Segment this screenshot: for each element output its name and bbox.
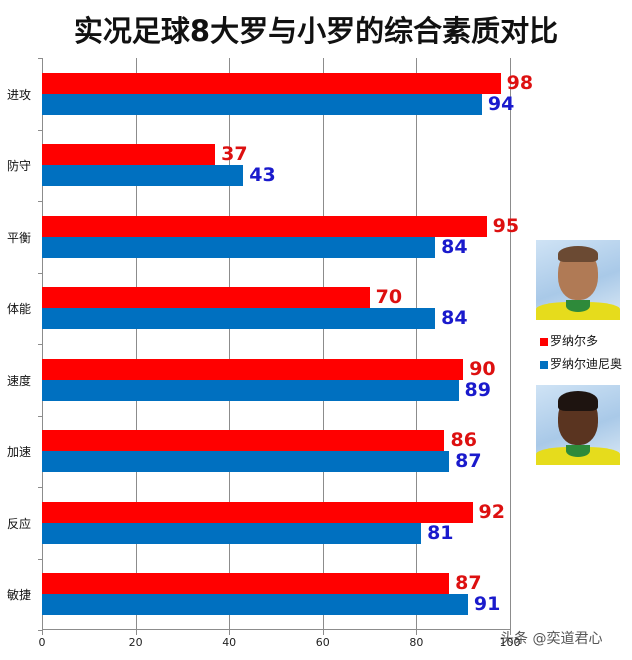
y-tick <box>38 201 42 202</box>
x-tick-label: 100 <box>499 636 521 649</box>
plot-area: 98 94 37 43 95 84 70 84 90 89 86 87 92 81 87 91 <box>38 58 533 635</box>
data-label: 87 <box>455 450 482 473</box>
bar-ronaldinho <box>42 379 459 401</box>
data-label: 89 <box>464 378 491 401</box>
y-axis <box>42 58 43 630</box>
bar-ronaldo <box>42 287 370 309</box>
bar-ronaldo <box>42 573 450 595</box>
gridline <box>510 58 511 630</box>
data-label: 81 <box>427 521 454 544</box>
y-tick <box>38 558 42 560</box>
x-tick <box>416 630 418 635</box>
x-tick <box>42 630 43 635</box>
data-label: 84 <box>441 307 468 330</box>
x-tick-label: 20 <box>128 636 143 649</box>
x-tick <box>322 630 324 635</box>
data-label: 43 <box>249 164 276 187</box>
gridline <box>135 58 137 630</box>
x-tick-label: 0 <box>38 636 46 649</box>
category-label: 速度 <box>6 373 31 388</box>
y-tick <box>38 415 42 417</box>
bar-ronaldo <box>42 215 487 237</box>
data-label: 91 <box>473 593 501 616</box>
legend-item-ronaldo: 罗纳尔多 <box>540 332 598 349</box>
data-label: 84 <box>441 235 468 258</box>
data-label: 86 <box>450 429 477 452</box>
bar-ronaldinho <box>42 93 482 115</box>
x-tick-label: 60 <box>315 636 330 649</box>
bar-ronaldo <box>42 430 445 452</box>
data-label: 90 <box>469 357 496 380</box>
bar-ronaldo <box>42 72 501 94</box>
category-label: 敏捷 <box>6 588 31 603</box>
x-tick-label: 40 <box>222 636 237 649</box>
gridline <box>229 58 231 630</box>
bar-ronaldo <box>42 358 464 380</box>
legend-item-ronaldinho: 罗纳尔迪尼奥 <box>540 355 622 372</box>
category-label: 进攻 <box>6 87 31 102</box>
category-label: 体能 <box>6 302 31 317</box>
y-tick <box>38 344 42 345</box>
bar-ronaldinho <box>42 165 244 187</box>
x-tick <box>135 630 137 635</box>
y-tick <box>38 487 42 488</box>
bar-ronaldinho <box>42 451 450 473</box>
bar-ronaldinho <box>42 308 436 330</box>
data-label: 98 <box>506 71 534 94</box>
category-label: 反应 <box>6 516 31 531</box>
category-label: 防守 <box>6 159 31 174</box>
legend-swatch-blue <box>540 360 548 369</box>
data-label: 37 <box>221 143 248 166</box>
legend-label: 罗纳尔迪尼奥 <box>550 357 623 371</box>
legend-swatch-red <box>540 337 548 346</box>
data-label: 70 <box>375 286 403 309</box>
player-portrait-ronaldinho-icon <box>536 385 620 465</box>
bar-ronaldo <box>42 501 473 523</box>
y-tick <box>38 630 42 631</box>
legend-label: 罗纳尔多 <box>550 334 599 348</box>
gridline <box>416 58 418 630</box>
bar-ronaldo <box>42 144 216 166</box>
x-axis <box>42 629 510 630</box>
y-tick <box>38 272 42 274</box>
bar-ronaldinho <box>42 522 422 544</box>
chart-title: 实况足球8大罗与小罗的综合素质对比 <box>73 14 559 48</box>
x-tick <box>229 630 231 635</box>
category-label: 平衡 <box>6 230 31 245</box>
data-label: 87 <box>455 572 482 595</box>
x-tick <box>510 630 511 635</box>
data-label: 92 <box>478 500 505 523</box>
bar-ronaldinho <box>42 236 436 258</box>
y-tick <box>38 129 42 131</box>
data-label: 95 <box>492 214 520 237</box>
player-portrait-ronaldo-icon <box>536 240 620 320</box>
data-label: 94 <box>487 92 515 115</box>
x-tick-label: 80 <box>409 636 424 649</box>
bar-ronaldinho <box>42 594 468 616</box>
y-tick <box>38 58 42 59</box>
gridline <box>322 58 324 630</box>
category-label: 加速 <box>6 445 31 460</box>
watermark: 头条 @奕道君心 <box>500 631 603 647</box>
